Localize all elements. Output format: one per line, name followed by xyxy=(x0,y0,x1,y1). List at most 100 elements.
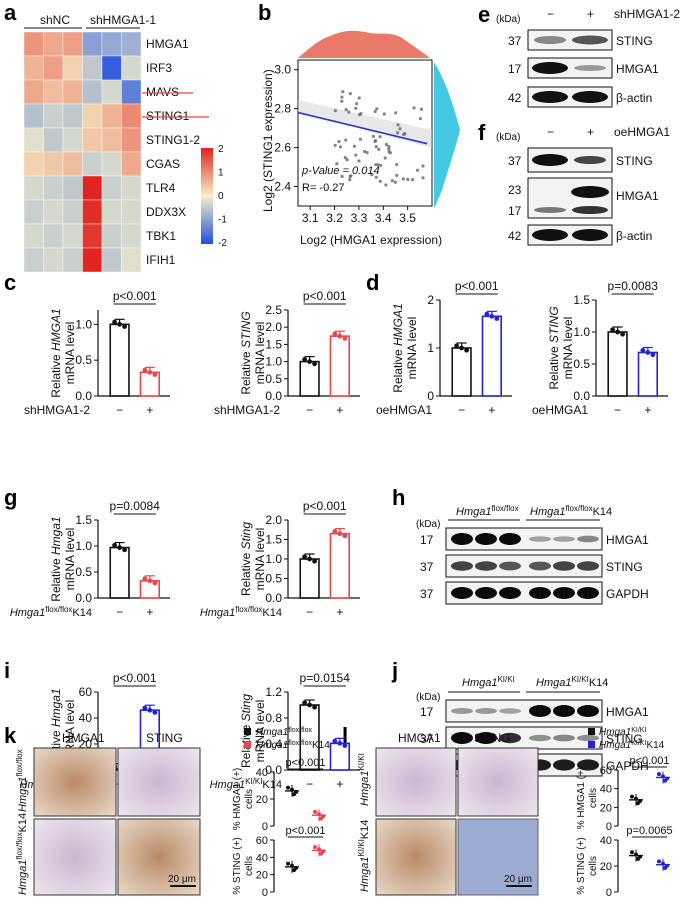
heatmap-cell xyxy=(62,247,83,273)
heatmap-gene-label: TBK1 xyxy=(146,229,176,243)
y-tick-label: 40 xyxy=(256,767,268,779)
k-legend-swatch-ko xyxy=(244,741,251,748)
heatmap-cell xyxy=(43,247,64,273)
western-band xyxy=(577,734,599,742)
bar xyxy=(451,347,472,397)
heatmap-cell xyxy=(62,223,83,249)
y-label-line2: mRNA level xyxy=(253,528,267,591)
y-tick-label: 40 xyxy=(256,852,268,864)
l-row2-sup: KI/KI xyxy=(357,839,366,856)
e-mw-1: 17 xyxy=(508,62,522,76)
heatmap-cell xyxy=(121,151,142,177)
data-point xyxy=(286,861,290,866)
data-point xyxy=(290,863,294,868)
p-value-label: p=0.0154 xyxy=(300,671,351,685)
colorbar-tick-label: -1 xyxy=(218,215,227,226)
scatter-point xyxy=(402,132,406,137)
y-tick-label: 0.4 xyxy=(265,737,282,751)
bar xyxy=(299,360,320,397)
y-label-line2: mRNA level xyxy=(63,322,77,385)
k-row2-label: Hmga1flox/floxK14 xyxy=(15,813,29,895)
western-band xyxy=(577,561,599,571)
western-band xyxy=(529,561,551,571)
data-point xyxy=(292,792,296,797)
l-row1-label: Hmga1KI/KI xyxy=(357,753,371,806)
j-group1-it: Hmga1 xyxy=(462,677,497,689)
x-sign-label: − xyxy=(458,403,465,417)
h-group1-sup: flox/flox xyxy=(491,504,518,513)
western-band xyxy=(529,536,551,542)
bar-chart-c-right: 0.0 0.5 1.0 1.5 2.0 2.5 − + p<0.001 Relative STIN… xyxy=(214,289,360,417)
data-point xyxy=(610,327,615,333)
panel-l-ihc: HMGA1 STING 20 μm Hmga1KI/KI Hmga1KI/KIK… xyxy=(357,727,665,896)
western-band xyxy=(451,533,473,545)
h-group2: Hmga1flox/floxK14 xyxy=(530,504,612,518)
heatmap-cell xyxy=(23,55,44,81)
y-tick-label: 0.0 xyxy=(75,389,92,403)
western-band xyxy=(577,759,599,771)
y-label-line2: cells xyxy=(588,856,599,876)
y-label-line2: mRNA level xyxy=(253,700,267,763)
e-sign-minus: − xyxy=(547,7,554,21)
x-sign-label: + xyxy=(336,777,343,791)
k-legend-ctrl: Hmga1flox/flox xyxy=(256,727,312,738)
l-image-ctrl-sting xyxy=(457,747,539,817)
f-band xyxy=(571,186,609,198)
k-legend-ctrl-sup: flox/flox xyxy=(288,727,312,734)
heatmap-cell xyxy=(121,79,142,105)
heatmap-cell xyxy=(23,79,44,105)
y-tick-label: 20 xyxy=(256,794,268,806)
panel-e-western: (kDa) − + shHMGA1-2 37 17 42 STING HMGA1… xyxy=(496,7,680,108)
f-mw-3: 42 xyxy=(508,229,522,243)
y-tick-label: 0.0 xyxy=(75,591,92,605)
y-tick-label: 1.2 xyxy=(265,685,282,699)
panel-letter-g: g xyxy=(4,485,17,510)
y-label-gene: HMGA1 xyxy=(49,308,63,351)
y-tick-label: 0.0 xyxy=(265,591,282,605)
x-group-label: Hmga1KI/KIK14 xyxy=(210,777,282,791)
western-band xyxy=(529,587,551,599)
scatter-xtick-label: 3.1 xyxy=(302,211,319,225)
scatter-point xyxy=(348,92,352,96)
scatter-point xyxy=(421,164,425,168)
scatter-xlabel: Log2 (HMGA1 expression) xyxy=(300,233,442,247)
data-point xyxy=(312,361,317,367)
scatter-point xyxy=(384,183,388,187)
data-point xyxy=(147,578,153,584)
l-scale-label: 20 μm xyxy=(504,874,532,885)
heatmap-cell xyxy=(101,103,122,129)
y-tick-label: 0.0 xyxy=(265,763,282,777)
h-mw-0: 17 xyxy=(420,533,434,547)
y-tick-label: 0.5 xyxy=(75,565,92,579)
x-group-label: Hmga1flox/floxK14 xyxy=(10,605,92,619)
heatmap-cell xyxy=(62,175,83,201)
y-tick-label: 0 xyxy=(606,887,612,899)
x-group-it: Hmga1 xyxy=(10,607,45,619)
scatter-point xyxy=(344,138,348,142)
l-image-ctrl-hmga1 xyxy=(375,747,457,817)
dot-chart-l-top: 0 20 40 60 p<0.001 % HMGA1 (+)cells xyxy=(576,755,670,833)
x-group-label: oeHMGA1 xyxy=(376,403,432,417)
l-row2-label: Hmga1KI/KIK14 xyxy=(357,820,371,892)
data-point xyxy=(337,740,343,746)
y-tick-label: 20 xyxy=(256,870,268,882)
p-value-label: p<0.001 xyxy=(113,289,157,303)
data-point xyxy=(620,331,625,337)
scatter-point xyxy=(415,168,420,172)
p-value-label: p<0.001 xyxy=(113,671,157,685)
k-image-ctrl-hmga1 xyxy=(33,747,117,817)
y-label-line2: mRNA level xyxy=(561,317,575,380)
l-legend-ki-sup: KI/KI xyxy=(631,740,646,747)
data-point xyxy=(147,369,153,375)
heatmap-gene-label: DDX3X xyxy=(146,205,186,219)
scatter-point xyxy=(371,134,375,138)
f-band xyxy=(572,206,608,214)
x-group-end: K14 xyxy=(72,607,92,619)
e-mw-0: 37 xyxy=(508,34,522,48)
data-point xyxy=(337,531,343,537)
scatter-xtick-label: 3.5 xyxy=(399,211,416,225)
l-legend-ki-it: Hmga1 xyxy=(599,740,631,751)
l-legend-ctrl-sup: KI/KI xyxy=(631,727,646,734)
y-label-line1: % HMGA1 (+) xyxy=(576,767,587,830)
bar-chart-d-right: 0.0 0.5 1.0 1.5 − + p=0.0083 Relative STINGmRNA… xyxy=(532,279,668,417)
